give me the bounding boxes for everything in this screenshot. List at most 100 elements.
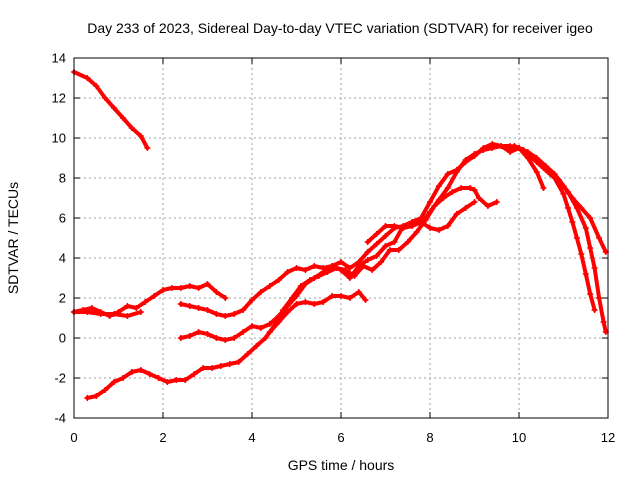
y-tick-label: 12 bbox=[52, 91, 66, 106]
data-point-marker bbox=[257, 289, 264, 295]
data-point-marker bbox=[373, 231, 380, 237]
data-point-marker bbox=[373, 241, 380, 247]
data-point-marker bbox=[120, 375, 126, 381]
data-point-marker bbox=[275, 277, 282, 283]
data-point-marker bbox=[355, 289, 362, 295]
data-point-marker bbox=[177, 301, 184, 307]
x-tick-label: 6 bbox=[337, 430, 344, 445]
data-point-marker bbox=[391, 239, 398, 245]
data-point-marker bbox=[587, 245, 594, 251]
data-point-marker bbox=[338, 293, 344, 299]
data-point-marker bbox=[587, 215, 594, 221]
data-point-marker bbox=[471, 199, 478, 205]
series-line-s5 bbox=[178, 142, 546, 318]
data-point-marker bbox=[565, 189, 571, 195]
data-point-marker bbox=[338, 259, 344, 265]
data-point-marker bbox=[364, 249, 371, 255]
data-point-marker bbox=[275, 319, 282, 325]
data-point-marker bbox=[275, 313, 282, 319]
data-point-marker bbox=[364, 239, 371, 245]
data-point-marker bbox=[266, 321, 273, 327]
data-point-marker bbox=[133, 305, 140, 311]
data-point-marker bbox=[467, 185, 474, 191]
x-tick-label: 0 bbox=[70, 430, 77, 445]
data-point-marker bbox=[560, 191, 567, 197]
data-point-marker bbox=[84, 395, 91, 401]
data-point-marker bbox=[382, 233, 389, 239]
data-point-marker bbox=[329, 293, 336, 299]
y-tick-label: 2 bbox=[59, 291, 66, 306]
data-point-marker bbox=[177, 285, 184, 291]
data-point-marker bbox=[409, 223, 416, 229]
data-point-marker bbox=[391, 223, 398, 229]
data-point-marker bbox=[427, 225, 433, 231]
data-point-marker bbox=[257, 325, 264, 331]
series-line-s1 bbox=[72, 70, 150, 150]
data-point-marker bbox=[231, 335, 238, 341]
data-point-marker bbox=[573, 235, 580, 241]
data-point-marker bbox=[582, 225, 589, 231]
data-point-marker bbox=[293, 265, 300, 271]
data-point-marker bbox=[177, 335, 184, 341]
data-point-marker bbox=[378, 259, 385, 265]
data-point-marker bbox=[578, 251, 585, 257]
y-tick-label: 10 bbox=[52, 131, 66, 146]
data-point-marker bbox=[266, 283, 273, 289]
data-point-marker bbox=[146, 371, 153, 377]
series-line-s4 bbox=[85, 186, 499, 400]
data-point-marker bbox=[195, 305, 202, 311]
data-point-marker bbox=[471, 151, 478, 157]
data-point-marker bbox=[204, 331, 211, 337]
data-point-marker bbox=[355, 259, 362, 265]
data-point-marker bbox=[226, 361, 233, 367]
data-point-marker bbox=[102, 387, 109, 393]
data-point-marker bbox=[222, 337, 229, 343]
data-point-marker bbox=[338, 267, 344, 273]
data-point-marker bbox=[124, 313, 131, 319]
data-point-marker bbox=[217, 363, 224, 369]
data-point-marker bbox=[587, 291, 594, 297]
y-tick-label: 0 bbox=[59, 331, 66, 346]
data-point-marker bbox=[582, 271, 589, 277]
data-point-marker bbox=[404, 239, 411, 245]
data-point-marker bbox=[124, 303, 131, 309]
data-point-marker bbox=[444, 185, 451, 191]
data-point-marker bbox=[346, 265, 353, 271]
data-point-marker bbox=[84, 309, 91, 315]
data-point-marker bbox=[493, 199, 500, 205]
data-point-marker bbox=[160, 287, 166, 293]
data-point-marker bbox=[253, 343, 260, 349]
y-tick-label: 14 bbox=[52, 51, 66, 66]
data-point-marker bbox=[386, 247, 393, 253]
data-point-marker bbox=[137, 309, 144, 315]
data-point-marker bbox=[164, 379, 171, 385]
x-tick-label: 10 bbox=[512, 430, 526, 445]
data-point-marker bbox=[435, 227, 442, 233]
x-tick-label: 4 bbox=[248, 430, 255, 445]
data-point-marker bbox=[137, 367, 144, 373]
data-point-marker bbox=[369, 267, 376, 273]
data-point-marker bbox=[142, 299, 149, 305]
data-point-marker bbox=[102, 95, 109, 101]
series-group bbox=[71, 69, 609, 401]
data-point-marker bbox=[533, 169, 540, 175]
data-point-marker bbox=[346, 295, 353, 301]
data-point-marker bbox=[302, 281, 309, 287]
data-point-marker bbox=[204, 281, 211, 287]
data-point-marker bbox=[249, 297, 255, 303]
data-point-marker bbox=[111, 311, 117, 317]
data-point-marker bbox=[244, 351, 251, 357]
x-tick-label: 8 bbox=[426, 430, 433, 445]
chart-title: Day 233 of 2023, Sidereal Day-to-day VTE… bbox=[87, 20, 593, 36]
data-point-marker bbox=[400, 225, 407, 231]
data-point-marker bbox=[480, 147, 487, 153]
data-point-marker bbox=[573, 205, 580, 211]
data-point-marker bbox=[186, 303, 193, 309]
data-point-marker bbox=[240, 329, 247, 335]
data-point-marker bbox=[293, 293, 300, 299]
data-point-marker bbox=[204, 307, 211, 313]
data-point-marker bbox=[484, 203, 491, 209]
data-point-marker bbox=[209, 365, 215, 371]
data-point-marker bbox=[364, 257, 371, 263]
data-point-marker bbox=[551, 175, 558, 181]
